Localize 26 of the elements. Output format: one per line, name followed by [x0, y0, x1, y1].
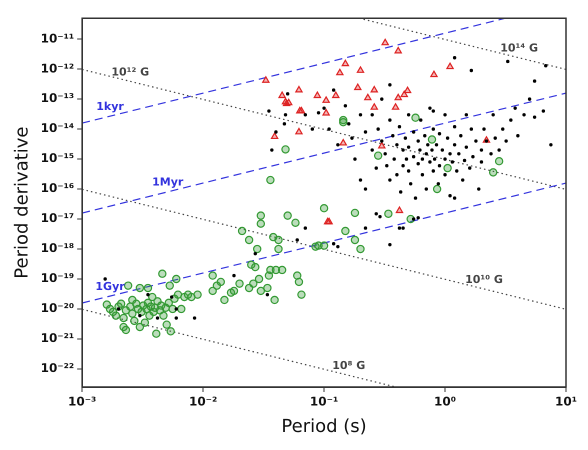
- x-axis-title: Period (s): [281, 416, 367, 437]
- y-tick-label: 10⁻¹²: [40, 61, 74, 76]
- y-tick-label: 10⁻¹⁷: [40, 211, 74, 226]
- y-tick-label: 10⁻¹¹: [40, 31, 74, 46]
- annotation: 1Gyr: [95, 280, 126, 293]
- y-tick-label: 10⁻¹⁵: [40, 151, 74, 166]
- annotation: 10¹² G: [111, 65, 150, 78]
- y-tick-label: 10⁻²⁰: [40, 301, 74, 316]
- x-tick-label: 10⁰: [434, 394, 456, 408]
- y-tick-label: 10⁻¹⁸: [40, 241, 74, 256]
- x-tick-label: 10¹: [555, 394, 577, 408]
- annotation: 1kyr: [96, 100, 124, 114]
- y-tick-label: 10⁻¹³: [40, 91, 74, 106]
- annotation: 10¹⁰ G: [465, 272, 503, 286]
- x-tick-label: 10⁻³: [68, 394, 96, 408]
- x-tick-label: 10⁻²: [188, 394, 218, 408]
- y-tick-label: 10⁻¹⁴: [40, 121, 74, 136]
- annotation: 1Myr: [152, 176, 184, 189]
- y-tick-label: 10⁻²²: [40, 361, 74, 376]
- y-tick-label: 10⁻²¹: [40, 331, 74, 346]
- y-tick-label: 10⁻¹⁹: [40, 271, 74, 286]
- annotation: 10⁸ G: [332, 359, 366, 372]
- y-tick-label: 10⁻¹⁶: [40, 181, 74, 196]
- y-axis-title: Period derivative: [11, 126, 32, 279]
- annotation: 10¹⁴ G: [500, 42, 538, 55]
- x-tick-label: 10⁻¹: [310, 394, 338, 408]
